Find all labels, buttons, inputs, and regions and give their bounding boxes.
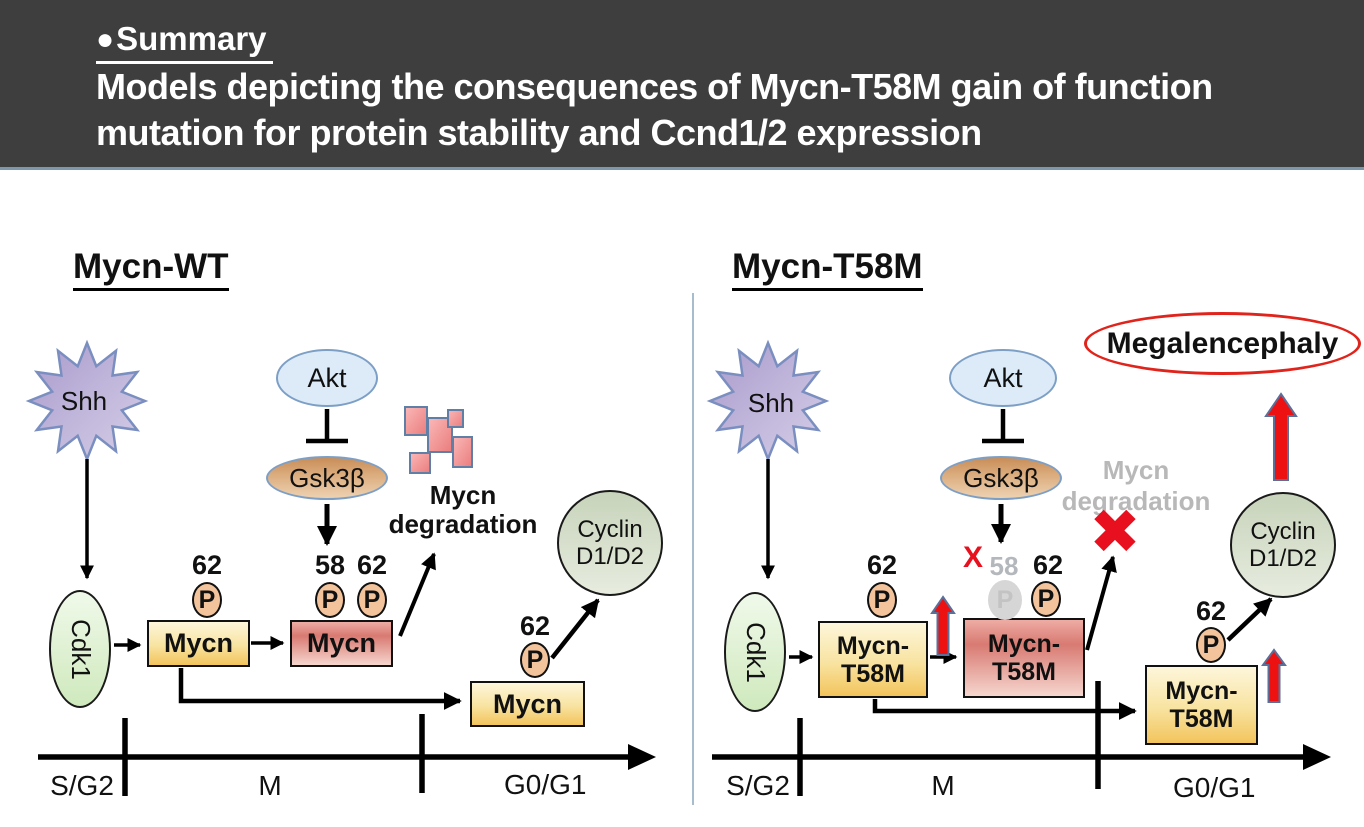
- axis-g0g1-label-wt: G0/G1: [504, 769, 587, 800]
- degradation-fragments-wt: [404, 406, 473, 474]
- p62-to-cyclin-arrow-t58m: [1226, 597, 1273, 642]
- mycn-t58m-box2: Mycn- T58M: [963, 618, 1085, 698]
- cdk1-label-t58m: Cdk1: [740, 621, 771, 683]
- mycn-t58m-box3: Mycn- T58M: [1145, 665, 1258, 745]
- increase-arrow-stability: [930, 595, 956, 656]
- blocked-phospho-x-icon: X: [962, 541, 983, 574]
- gsk3b-node-wt: Gsk3β: [266, 456, 388, 500]
- megalencephaly-badge: Megalencephaly: [1084, 312, 1361, 375]
- axis-arrowhead-t58m: [1303, 744, 1331, 770]
- cdk1-label-wt: Cdk1: [65, 618, 96, 680]
- mycn-box2-wt: Mycn: [290, 620, 393, 667]
- cyclin-label-wt: Cyclin D1/D2: [575, 516, 645, 570]
- site-62-label-box1-t58m: 62: [866, 550, 898, 580]
- increase-arrow-megalencephaly: [1264, 392, 1298, 481]
- phospho-circle-62-box3-wt: P: [520, 642, 550, 678]
- cyclin-node-t58m: Cyclin D1/D2: [1230, 492, 1336, 598]
- site-62-label-box3-t58m: 62: [1195, 596, 1227, 626]
- gsk3b-label-wt: Gsk3β: [289, 462, 365, 493]
- site-58-label-inactive-t58m: 58: [989, 551, 1019, 581]
- akt-label-t58m: Akt: [983, 362, 1023, 393]
- header-bar: ●Summary Models depicting the consequenc…: [0, 0, 1364, 170]
- phospho-circle-62-box2-t58m: P: [1031, 581, 1061, 617]
- degradation-blocked-x-icon: ✖: [1089, 497, 1141, 567]
- degradation-label-t58m: Mycn degradation: [1061, 455, 1211, 516]
- panel-title-t58m: Mycn-T58M: [732, 247, 923, 291]
- axis-sg2-label-t58m: S/G2: [726, 770, 790, 801]
- degradation-label-wt: Mycn degradation: [388, 480, 538, 539]
- akt-inhibition-tbar-t58m: [982, 409, 1024, 444]
- panel-divider: [692, 293, 694, 805]
- axis-m-label-t58m: M: [931, 770, 955, 801]
- akt-inhibition-tbar-wt: [306, 409, 348, 444]
- axis-sg2-label-wt: S/G2: [50, 770, 114, 801]
- p62-to-cyclin-arrow-wt: [550, 598, 600, 660]
- slide-title-line2: mutation for protein stability and Ccnd1…: [96, 112, 982, 153]
- mycn2-to-degradation-arrow-wt: [398, 552, 436, 637]
- slide-title-line1: Models depicting the consequences of Myc…: [96, 66, 1213, 107]
- axis-g0g1-label-t58m: G0/G1: [1173, 772, 1256, 803]
- phospho-circle-58-inactive-t58m: P: [988, 580, 1022, 620]
- site-62-label-box2-wt: 62: [356, 550, 388, 580]
- site-62-label-box1-wt: 62: [191, 550, 223, 580]
- shh-label-t58m: Shh: [747, 388, 795, 418]
- akt-node-wt: Akt: [276, 349, 378, 407]
- phospho-circle-62-box1-wt: P: [192, 582, 222, 618]
- phospho-circle-62-box1-t58m: P: [867, 582, 897, 618]
- mycn1-to-mycn3-elbow-arrow-t58m: [872, 699, 1137, 720]
- akt-node-t58m: Akt: [949, 349, 1057, 407]
- phospho-circle-62-box3-t58m: P: [1196, 627, 1226, 663]
- panel-title-wt: Mycn-WT: [73, 247, 229, 291]
- increase-arrow-g0g1: [1261, 648, 1287, 703]
- mycn-box3-label-wt: Mycn: [492, 688, 563, 719]
- mycn-box2-label-wt: Mycn: [306, 628, 377, 658]
- site-62-label-box2-t58m: 62: [1032, 550, 1064, 580]
- cdk1-node-wt: Cdk1: [49, 590, 111, 708]
- gsk3b-label-t58m: Gsk3β: [963, 462, 1039, 493]
- shh-label-wt: Shh: [60, 386, 108, 416]
- mycn2-to-degradation-arrow-t58m: [1085, 555, 1117, 651]
- bullet-icon: ●: [96, 23, 115, 56]
- phospho-circle-58-box2-wt: P: [315, 582, 345, 618]
- phospho-circle-62-box2-wt: P: [357, 582, 387, 618]
- mycn-box1-wt: Mycn: [147, 620, 250, 667]
- akt-label-wt: Akt: [307, 362, 347, 393]
- mycn-box3-wt: Mycn: [470, 681, 585, 727]
- summary-heading: ●Summary: [96, 20, 273, 64]
- mycn-t58m-box1: Mycn- T58M: [818, 621, 928, 698]
- gsk3b-node-t58m: Gsk3β: [940, 456, 1062, 500]
- cyclin-label-t58m: Cyclin D1/D2: [1248, 518, 1318, 572]
- axis-m-label-wt: M: [258, 770, 282, 801]
- mycn1-to-mycn3-elbow-arrow-wt: [178, 668, 462, 710]
- axis-arrowhead-wt: [628, 744, 656, 770]
- site-58-label-box2-wt: 58: [314, 550, 346, 580]
- cyclin-node-wt: Cyclin D1/D2: [557, 490, 663, 596]
- summary-label: Summary: [116, 20, 267, 57]
- cdk1-node-t58m: Cdk1: [724, 592, 786, 712]
- site-62-label-box3-wt: 62: [519, 611, 551, 641]
- mycn-box1-label-wt: Mycn: [163, 628, 234, 658]
